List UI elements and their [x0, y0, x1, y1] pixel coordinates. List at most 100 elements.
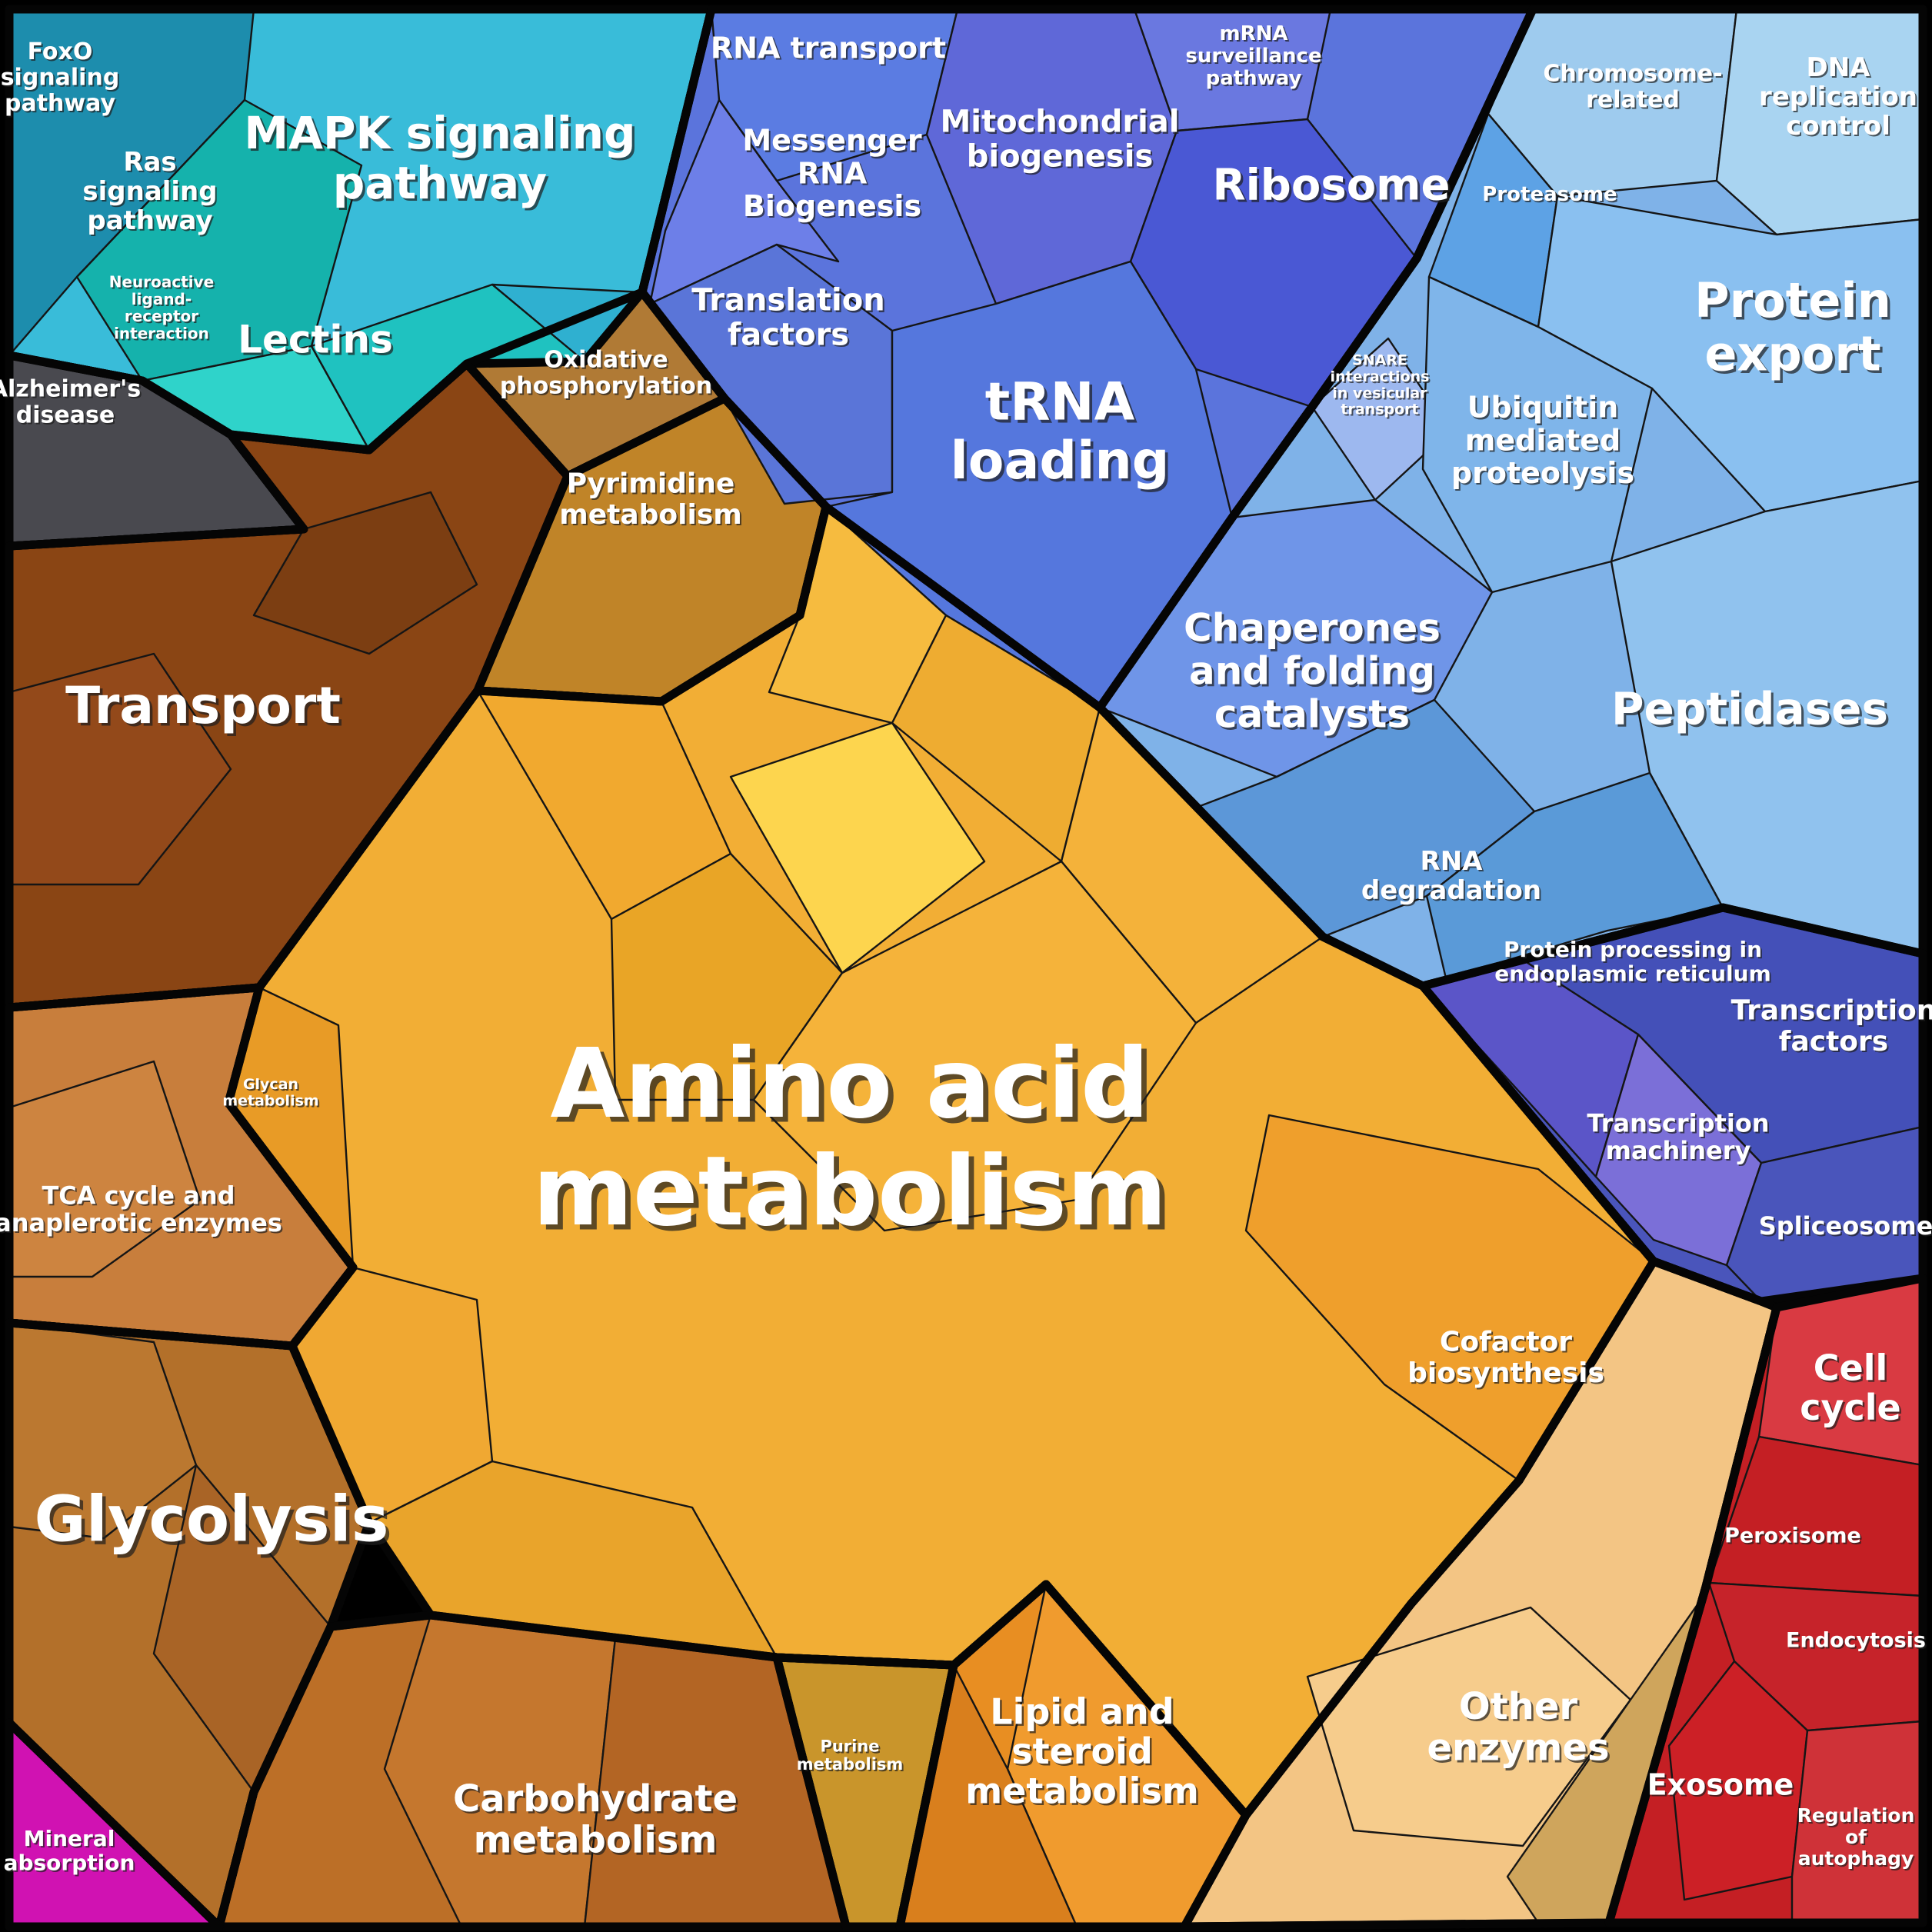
label-shadow-rna-transport: RNA transport [712, 32, 948, 66]
label-oxphos: Oxidative phosphorylation [500, 347, 712, 400]
label-surveillance: mRNA surveillance pathway [1185, 22, 1321, 90]
label-shadow-lectins: Lectins [240, 319, 395, 364]
label-tca: TCA cycle and anaplerotic enzymes [0, 1181, 282, 1237]
label-rna-degradation: RNA degradation [1361, 846, 1541, 906]
label-rna-transport: RNA transport [711, 31, 946, 65]
label-shadow-foxo: FoxO signaling pathway [2, 40, 122, 118]
label-shadow-glycan: Glycan metabolism [224, 1078, 320, 1111]
label-shadow-cofactor: Cofactor biosynthesis [1409, 1327, 1606, 1390]
label-protein-export: Protein export [1694, 272, 1891, 381]
transport-sub2 [252, 491, 478, 655]
label-alzheimers: Alzheimer's disease [0, 376, 141, 429]
label-mapk: MAPK signaling pathway [244, 107, 635, 209]
label-ubiquitin: Ubiquitin mediated proteolysis [1451, 391, 1634, 490]
label-purine: Purine metabolism [797, 1737, 904, 1774]
label-shadow-protein-processing: Protein processing in endoplasmic reticul… [1496, 938, 1773, 988]
label-transcription-machinery: Transcription machinery [1587, 1108, 1769, 1165]
label-mitochondrial: Mitochondrial biogenesis [940, 105, 1179, 175]
label-peptidases: Peptidases [1611, 682, 1888, 734]
label-shadow-carbohydrate: Carbohydrate metabolism [455, 1780, 740, 1864]
label-amino-acid: Amino acid metabolism [533, 1028, 1168, 1247]
label-shadow-oxphos: Oxidative phosphorylation [501, 348, 714, 401]
label-shadow-purine: Purine metabolism [798, 1739, 905, 1776]
label-shadow-ras: Ras signaling pathway [84, 148, 218, 238]
label-shadow-autophagy: Regulation of autophagy [1799, 1806, 1917, 1871]
label-other-enzymes: Other enzymes [1427, 1685, 1609, 1770]
label-shadow-trna-loading: tRNA loading [953, 375, 1172, 494]
label-shadow-other-enzymes: Other enzymes [1429, 1687, 1611, 1772]
label-chaperones: Chaperones and folding catalysts [1184, 606, 1441, 737]
label-shadow-mineral: Mineral absorption [5, 1827, 137, 1877]
label-cell-cycle: Cell cycle [1800, 1347, 1901, 1428]
label-translation-factors: Translation factors [691, 283, 884, 353]
label-autophagy: Regulation of autophagy [1797, 1804, 1915, 1870]
label-shadow-proteasome: Proteasome [1484, 185, 1618, 208]
label-peroxisome: Peroxisome [1724, 1524, 1861, 1547]
label-shadow-lipid: Lipid and steroid metabolism [968, 1693, 1201, 1814]
label-shadow-protein-export: Protein export [1697, 275, 1894, 384]
label-shadow-peptidases: Peptidases [1614, 685, 1890, 737]
label-mineral: Mineral absorption [4, 1826, 135, 1875]
label-shadow-transport: Transport [68, 679, 344, 738]
label-shadow-pyrimidine: Pyrimidine metabolism [561, 469, 744, 531]
label-ribosome: Ribosome [1212, 161, 1450, 211]
label-endocytosis: Endocytosis [1786, 1628, 1926, 1652]
label-lipid: Lipid and steroid metabolism [965, 1691, 1199, 1812]
label-neuroactive: Neuroactive ligand-receptor interaction [109, 272, 215, 342]
label-pyrimidine: Pyrimidine metabolism [559, 468, 742, 530]
label-trna-loading: tRNA loading [951, 372, 1170, 491]
label-ras: Ras signaling pathway [82, 147, 217, 236]
label-protein-processing: Protein processing in endoplasmic reticul… [1494, 937, 1771, 986]
label-shadow-spliceosome: Spliceosome [1760, 1213, 1932, 1242]
label-shadow-dna-replication: DNA replication control [1760, 54, 1919, 143]
transcription-machinery-cell2 [1594, 1033, 1763, 1267]
label-dna-replication: DNA replication control [1759, 52, 1917, 142]
label-messenger: Messenger RNA Biogenesis [742, 124, 922, 223]
region-outline-mineral-region [5, 1718, 224, 1931]
label-shadow-exosome: Exosome [1649, 1769, 1796, 1803]
label-shadow-cell-cycle: Cell cycle [1802, 1349, 1904, 1431]
label-shadow-transcription-factors: Transcription factors [1733, 996, 1932, 1058]
label-carbohydrate: Carbohydrate metabolism [453, 1777, 738, 1862]
ras-cell [75, 98, 363, 382]
region-outline-other-region [1180, 1257, 1781, 1931]
label-shadow-endocytosis: Endocytosis [1787, 1630, 1927, 1654]
amino-sub4 [729, 721, 986, 974]
region-outline-cellular-region [1604, 1274, 1927, 1927]
label-cofactor: Cofactor biosynthesis [1407, 1326, 1604, 1388]
label-shadow-peroxisome: Peroxisome [1726, 1525, 1863, 1549]
label-shadow-amino-acid: Amino acid metabolism [538, 1034, 1172, 1253]
label-shadow-messenger: Messenger RNA Biogenesis [744, 125, 924, 225]
label-spliceosome: Spliceosome [1759, 1211, 1932, 1241]
label-shadow-mitochondrial: Mitochondrial biogenesis [942, 106, 1181, 176]
label-shadow-chaperones: Chaperones and folding catalysts [1186, 608, 1443, 738]
exosome-cell [1667, 1660, 1809, 1901]
label-shadow-ubiquitin: Ubiquitin mediated proteolysis [1453, 392, 1636, 491]
label-chromosome: Chromosome-related [1543, 61, 1722, 114]
label-shadow-snare: SNARE interactions in vesicular transport [1332, 354, 1431, 420]
label-snare: SNARE interactions in vesicular transport [1331, 352, 1430, 418]
label-shadow-rna-degradation: RNA degradation [1363, 848, 1543, 908]
amino-sub9 [752, 860, 1198, 1232]
label-shadow-transcription-machinery: Transcription machinery [1588, 1110, 1770, 1167]
label-foxo: FoxO signaling pathway [1, 38, 120, 117]
other-peach-cell [1306, 1606, 1632, 1847]
label-proteasome: Proteasome [1482, 183, 1617, 206]
label-shadow-mapk: MAPK signaling pathway [247, 109, 638, 212]
label-exosome: Exosome [1647, 1767, 1794, 1801]
label-transcription-factors: Transcription factors [1731, 994, 1932, 1057]
label-glycolysis: Glycolysis [34, 1484, 388, 1557]
label-glycan: Glycan metabolism [222, 1076, 318, 1109]
label-shadow-alzheimers: Alzheimer's disease [0, 378, 142, 431]
label-shadow-tca: TCA cycle and anaplerotic enzymes [0, 1182, 284, 1239]
label-lectins: Lectins [238, 318, 393, 362]
label-shadow-translation-factors: Translation factors [694, 285, 887, 355]
label-shadow-neuroactive: Neuroactive ligand-receptor interaction [111, 274, 216, 344]
label-shadow-glycolysis: Glycolysis [38, 1487, 392, 1560]
label-transport: Transport [65, 676, 341, 735]
label-shadow-chromosome: Chromosome-related [1544, 62, 1724, 115]
label-shadow-ribosome: Ribosome [1215, 163, 1453, 213]
label-shadow-surveillance: mRNA surveillance pathway [1187, 24, 1323, 92]
